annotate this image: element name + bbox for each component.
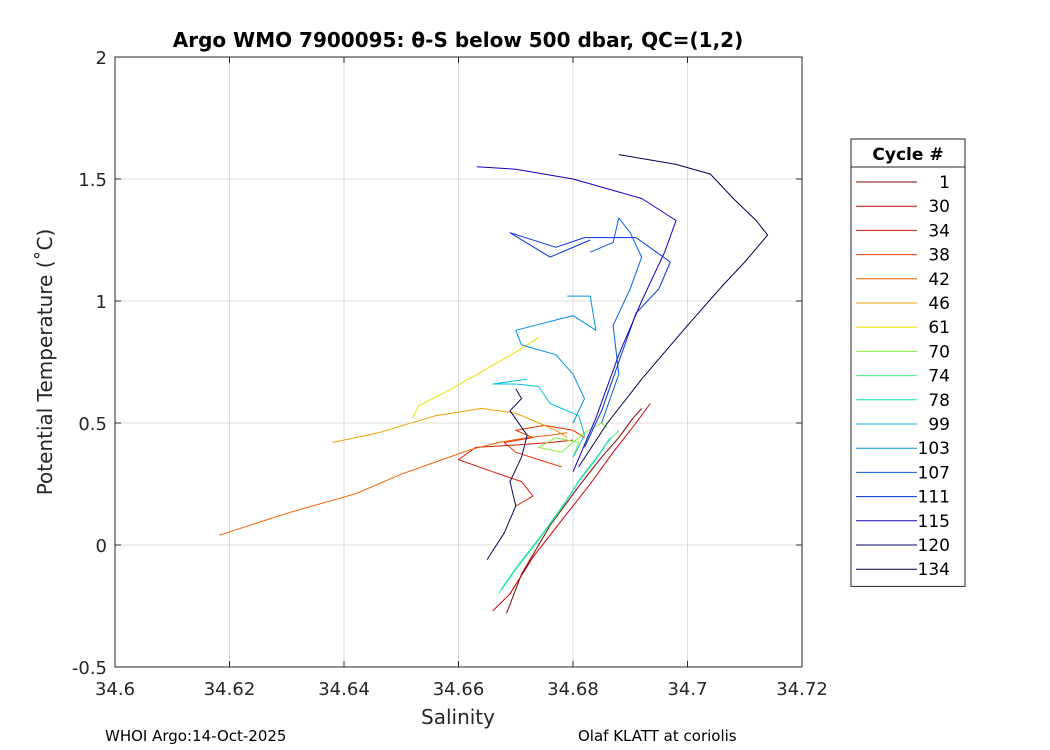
legend-label-cycle-30: 30 — [928, 197, 950, 217]
x-tick-label: 34.7 — [667, 679, 707, 700]
series-line-cycle-107 — [590, 217, 643, 424]
x-tick-label: 34.62 — [204, 679, 256, 700]
x-tick-label: 34.64 — [318, 679, 370, 700]
y-tick-label: 1.5 — [78, 170, 107, 191]
series-line-cycle-42 — [219, 432, 568, 536]
legend-label-cycle-120: 120 — [918, 536, 950, 556]
y-tick-label: -0.5 — [72, 658, 107, 679]
x-tick-label: 34.6 — [95, 679, 135, 700]
series-line-cycle-103 — [515, 295, 597, 424]
series-line-cycle-30 — [492, 403, 651, 612]
footer-right: Olaf KLATT at coriolis — [578, 727, 737, 745]
x-tick-label: 34.66 — [433, 679, 485, 700]
grid — [115, 57, 802, 667]
y-tick-label: 0 — [96, 536, 107, 557]
legend-label-cycle-70: 70 — [928, 342, 950, 362]
legend-label-cycle-111: 111 — [918, 488, 950, 508]
axis-ticks: 34.6 34.62 34.64 34.66 34.68 34.7 34.72 -0.5 0 0.… — [72, 48, 828, 700]
legend-label-cycle-74: 74 — [928, 367, 950, 387]
series-line-cycle-111 — [509, 232, 671, 448]
legend-label-cycle-42: 42 — [928, 270, 950, 290]
series-line-cycle-115 — [476, 166, 677, 472]
legend-title: Cycle # — [872, 145, 943, 165]
series-line-cycle-120 — [486, 388, 528, 560]
series-line-cycle-61 — [412, 337, 539, 419]
legend-label-cycle-46: 46 — [928, 294, 950, 314]
legend-label-cycle-107: 107 — [918, 463, 950, 483]
y-tick-label: 2 — [96, 48, 107, 69]
legend: Cycle # 1 30 34 38 42 46 61 70 74 78 99 103 107 111 115… — [850, 138, 966, 587]
series-line-cycle-99 — [492, 378, 585, 458]
series-line-cycle-34 — [458, 439, 574, 507]
series-line-cycle-78 — [500, 437, 611, 590]
series-line-cycle-38 — [503, 424, 585, 468]
y-axis-label: Potential Temperature (˚C) — [33, 229, 57, 496]
series-lines — [219, 154, 769, 614]
legend-label-cycle-99: 99 — [928, 415, 950, 435]
x-axis-label: Salinity — [421, 705, 495, 729]
series-line-cycle-70 — [538, 422, 608, 458]
legend-label-cycle-34: 34 — [928, 221, 950, 241]
legend-label-cycle-134: 134 — [918, 560, 950, 580]
series-line-cycle-1 — [506, 408, 643, 614]
legend-label-cycle-78: 78 — [928, 391, 950, 411]
legend-label-cycle-1: 1 — [939, 173, 950, 193]
series-line-cycle-134 — [578, 154, 769, 468]
legend-label-cycle-61: 61 — [928, 318, 950, 338]
x-tick-label: 34.72 — [776, 679, 828, 700]
legend-label-cycle-38: 38 — [928, 246, 950, 266]
chart-title: Argo WMO 7900095: θ-S below 500 dbar, QC… — [173, 28, 743, 52]
y-tick-label: 1 — [96, 292, 107, 313]
legend-box — [850, 138, 966, 587]
footer-left: WHOI Argo:14-Oct-2025 — [105, 727, 286, 745]
y-tick-label: 0.5 — [78, 414, 107, 435]
x-tick-label: 34.68 — [547, 679, 599, 700]
legend-label-cycle-103: 103 — [918, 439, 950, 459]
legend-label-cycle-115: 115 — [918, 512, 950, 532]
series-line-cycle-46 — [332, 407, 568, 443]
